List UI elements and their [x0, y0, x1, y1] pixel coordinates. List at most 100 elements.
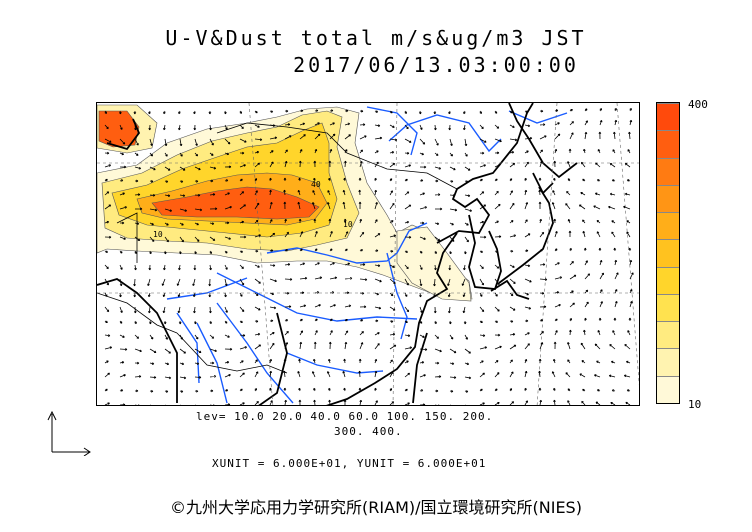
wind-arrow: [494, 163, 501, 168]
wind-arrow: [584, 260, 588, 266]
wind-arrow: [284, 231, 289, 238]
wind-arrow: [419, 206, 428, 210]
wind-arrow: [554, 303, 561, 308]
wind-arrow: [614, 107, 617, 112]
wind-arrow: [119, 348, 128, 351]
wind-arrow: [194, 236, 200, 242]
wind-arrow: [176, 278, 181, 286]
wind-arrow: [434, 375, 442, 378]
wind-arrow: [297, 189, 301, 196]
wind-arrow: [539, 231, 545, 238]
wind-arrow: [419, 221, 425, 225]
wind-arrow: [269, 278, 277, 283]
wind-arrow: [148, 320, 152, 325]
wind-arrow: [584, 273, 591, 280]
wind-arrow: [224, 373, 231, 378]
wind-arrow: [209, 193, 216, 196]
wind-arrow: [509, 333, 516, 336]
wind-arrow: [463, 320, 467, 325]
wind-arrow: [224, 320, 228, 324]
wind-arrow: [119, 236, 126, 240]
wind-arrow: [299, 231, 304, 238]
wind-arrow: [479, 334, 486, 337]
wind-arrow: [119, 292, 122, 298]
wind-arrow: [119, 264, 123, 270]
wind-arrow: [254, 332, 261, 336]
wind-arrow: [433, 292, 437, 298]
wind-arrow: [568, 230, 572, 238]
wind-arrow: [104, 220, 110, 224]
wind-arrow: [344, 262, 351, 266]
levels-line2: 300. 400.: [334, 425, 403, 438]
wind-arrow: [179, 348, 186, 354]
wind-arrow: [609, 344, 616, 350]
wind-arrow: [343, 218, 347, 224]
wind-arrow: [629, 119, 633, 126]
wind-arrow: [524, 150, 529, 154]
wind-arrow: [209, 222, 215, 225]
wind-arrow: [553, 399, 556, 405]
wind-arrow: [119, 250, 123, 254]
wind-arrow: [161, 278, 166, 286]
wind-arrow: [434, 166, 442, 170]
wind-arrow: [194, 375, 202, 379]
wind-arrow: [374, 150, 379, 154]
wind-arrow: [104, 292, 108, 297]
wind-arrow: [149, 362, 155, 365]
dust-map: 10 10 40: [96, 102, 640, 406]
wind-arrow: [389, 320, 394, 323]
wind-arrow: [625, 401, 631, 405]
wind-arrow: [479, 346, 488, 350]
wind-arrow: [524, 332, 530, 336]
colorbar-segment: [657, 157, 679, 185]
wind-arrow: [104, 138, 112, 143]
wind-arrow: [524, 136, 533, 140]
wind-arrow: [119, 334, 125, 338]
wind-arrow: [358, 387, 362, 392]
wind-arrow: [419, 192, 425, 196]
wind-arrow: [342, 370, 346, 378]
wind-arrow: [628, 317, 632, 322]
wind-arrow: [194, 389, 199, 393]
wind-arrow: [419, 361, 425, 364]
wind-arrow: [329, 304, 336, 308]
wind-arrow: [479, 191, 485, 196]
wind-arrow: [119, 389, 124, 392]
wind-arrow: [104, 151, 110, 155]
wind-arrow: [509, 401, 515, 405]
wind-arrow: [134, 207, 143, 211]
wind-arrow: [164, 138, 168, 147]
wind-arrow: [494, 178, 498, 182]
wind-arrow: [119, 206, 127, 210]
wind-arrow: [149, 334, 154, 340]
wind-arrow: [614, 272, 619, 280]
wind-arrow: [134, 375, 142, 378]
wind-arrow: [539, 263, 546, 266]
wind-arrow: [104, 334, 111, 337]
wind-arrow: [449, 222, 454, 226]
wind-arrow: [509, 190, 513, 196]
wind-arrow: [599, 301, 603, 308]
wind-arrow: [449, 138, 453, 147]
coastlines: [97, 103, 578, 405]
wind-arrow: [613, 247, 617, 252]
wind-arrow: [524, 400, 528, 405]
wind-arrow: [328, 341, 332, 350]
wind-arrow: [404, 164, 412, 168]
wind-arrow: [539, 331, 544, 336]
wind-arrow: [344, 277, 353, 280]
wind-arrow: [462, 306, 466, 314]
wind-arrow: [209, 207, 218, 211]
wind-arrow: [433, 306, 437, 314]
wind-arrow: [449, 250, 452, 255]
wind-arrow: [554, 330, 558, 336]
wind-arrow: [239, 306, 245, 312]
wind-arrow: [524, 177, 527, 182]
wind-arrow: [179, 138, 183, 147]
wind-arrow: [389, 278, 396, 284]
wind-arrow: [494, 264, 500, 269]
wind-arrow: [539, 135, 547, 140]
wind-arrow: [358, 201, 362, 210]
wind-arrow: [554, 276, 563, 280]
wind-arrow: [434, 334, 439, 339]
